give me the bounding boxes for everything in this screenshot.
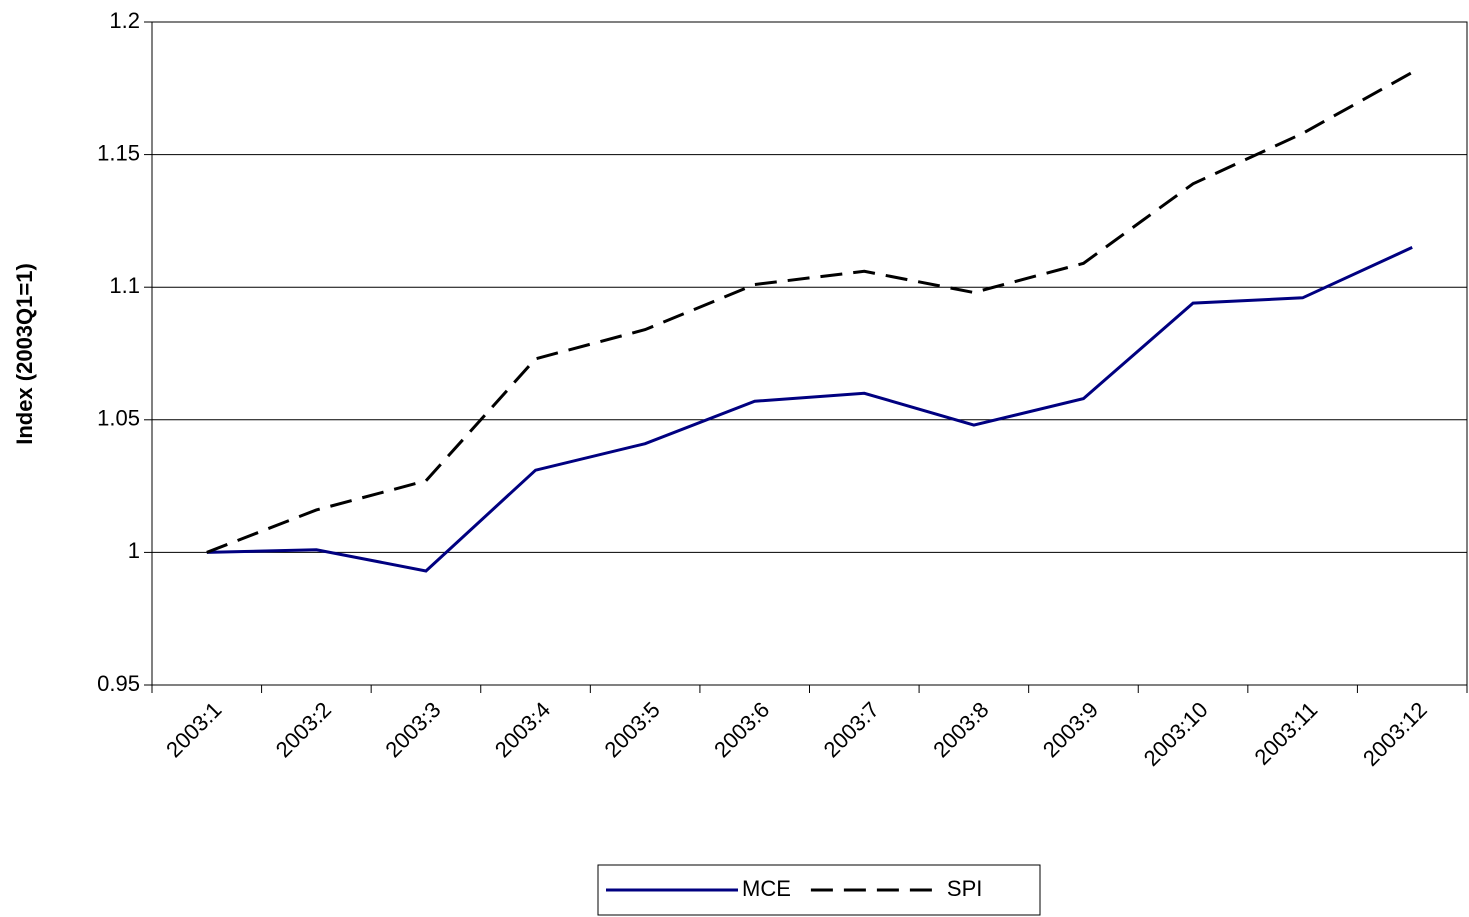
x-tick-label: 2003:7 [819, 697, 884, 762]
x-tick-label: 2003:5 [600, 697, 665, 762]
x-tick-label: 2003:8 [928, 697, 993, 762]
y-tick-label: 1.1 [109, 273, 140, 298]
y-axis-label: Index (2003Q1=1) [12, 263, 37, 445]
x-tick-label: 2003:12 [1358, 697, 1432, 771]
legend-label: MCE [742, 876, 791, 901]
x-tick-label: 2003:10 [1139, 697, 1213, 771]
series-line [206, 71, 1413, 554]
x-tick-label: 2003:1 [161, 697, 226, 762]
x-tick-label: 2003:9 [1038, 697, 1103, 762]
x-tick-label: 2003:4 [490, 697, 555, 762]
y-tick-label: 1.2 [109, 8, 140, 33]
x-tick-label: 2003:3 [380, 697, 445, 762]
x-tick-label: 2003:11 [1250, 697, 1323, 770]
y-tick-label: 1.15 [97, 140, 140, 165]
series-line [206, 246, 1413, 573]
plot-frame [151, 21, 1468, 686]
x-tick-label: 2003:6 [709, 697, 774, 762]
x-tick-label: 2003:2 [271, 697, 336, 762]
y-tick-label: 1 [128, 538, 140, 563]
y-tick-label: 1.05 [97, 406, 140, 431]
legend-label: SPI [947, 876, 982, 901]
y-tick-label: 0.95 [97, 671, 140, 696]
